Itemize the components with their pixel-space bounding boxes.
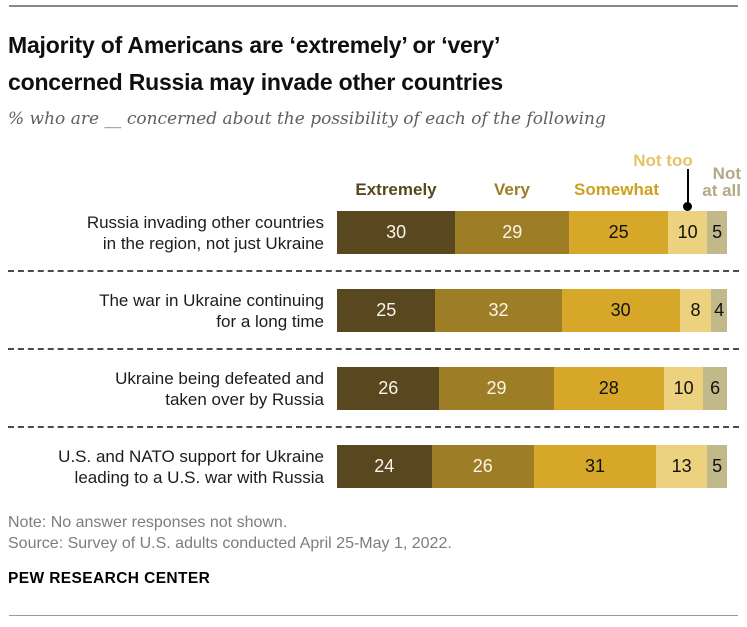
bar-segment-very: 29 — [455, 211, 570, 254]
chart-row: The war in Ukraine continuing for a long … — [8, 289, 739, 332]
chart-subtitle: % who are __ concerned about the possibi… — [8, 109, 606, 129]
bottom-rule — [9, 615, 738, 616]
stacked-bar: 26 29 28 10 6 — [337, 367, 727, 410]
legend-label-not-at-all: Not at all — [702, 164, 741, 200]
brand-text: PEW RESEARCH CENTER — [8, 570, 211, 587]
stacked-bar: 30 29 25 10 5 — [337, 211, 727, 254]
category-label-line: in the region, not just Ukraine — [102, 233, 324, 253]
bar-segment-somewhat: 28 — [553, 367, 664, 410]
bar-segment-extremely: 24 — [337, 445, 432, 488]
stacked-bar: 25 32 30 8 4 — [337, 289, 727, 332]
category-label: The war in Ukraine continuing for a long … — [8, 290, 337, 332]
chart-rows: Russia invading other countries in the re… — [8, 211, 739, 488]
category-label-line: U.S. and NATO support for Ukraine — [58, 446, 324, 466]
category-label: Ukraine being defeated and taken over by … — [8, 368, 337, 410]
top-rule — [9, 5, 738, 7]
category-label-line: taken over by Russia — [165, 389, 324, 409]
chart-footer: Note: No answer responses not shown. Sou… — [8, 512, 739, 589]
dashed-separator — [8, 270, 739, 272]
bar-segment-not-too: 8 — [679, 289, 712, 332]
bar-segment-very: 26 — [431, 445, 534, 488]
category-label-line: The war in Ukraine continuing — [99, 290, 324, 310]
chart-row: U.S. and NATO support for Ukraine leading… — [8, 445, 739, 488]
bar-segment-somewhat: 25 — [569, 211, 668, 254]
chart-row: Russia invading other countries in the re… — [8, 211, 739, 254]
bar-segment-extremely: 26 — [337, 367, 440, 410]
legend-label-somewhat: Somewhat — [573, 180, 660, 199]
note-text: Note: No answer responses not shown. — [8, 514, 288, 531]
bar-segment-very: 32 — [435, 289, 562, 332]
bar-segment-not-at-all: 6 — [703, 367, 727, 410]
bar-segment-not-too: 13 — [656, 445, 708, 488]
bar-segment-not-at-all: 5 — [707, 445, 727, 488]
dashed-separator — [8, 426, 739, 428]
legend-label-not-too: Not too — [633, 151, 693, 170]
source-text: Source: Survey of U.S. adults conducted … — [8, 535, 452, 552]
bar-segment-somewhat: 31 — [533, 445, 657, 488]
title-line-1: Majority of Americans are ‘extremely’ or… — [8, 32, 501, 58]
category-label-line: Ukraine being defeated and — [115, 368, 324, 388]
bar-segment-not-at-all: 5 — [707, 211, 727, 254]
stacked-bar-chart: Extremely Very Somewhat Not too Not at a… — [8, 130, 741, 488]
bar-segment-very: 29 — [439, 367, 554, 410]
bar-segment-not-at-all: 4 — [711, 289, 727, 332]
category-label: Russia invading other countries in the re… — [8, 212, 337, 254]
bar-segment-extremely: 25 — [337, 289, 436, 332]
category-label-line: Russia invading other countries — [86, 212, 324, 232]
not-too-pointer-dot — [683, 202, 692, 211]
bar-segment-somewhat: 30 — [561, 289, 680, 332]
category-label: U.S. and NATO support for Ukraine leading… — [8, 446, 337, 488]
title-line-2: concerned Russia may invade other countr… — [8, 69, 504, 95]
chart-row: Ukraine being defeated and taken over by … — [8, 367, 739, 410]
not-too-pointer-line — [687, 169, 689, 207]
bar-segment-not-too: 10 — [663, 367, 704, 410]
stacked-bar: 24 26 31 13 5 — [337, 445, 727, 488]
category-label-line: leading to a U.S. war with Russia — [74, 467, 324, 487]
legend-label-extremely: Extremely — [355, 180, 437, 199]
bar-segment-not-too: 10 — [667, 211, 708, 254]
page-title: Majority of Americans are ‘extremely’ or… — [8, 27, 739, 101]
chart-figure: Majority of Americans are ‘extremely’ or… — [0, 5, 747, 616]
bar-segment-extremely: 30 — [337, 211, 456, 254]
legend-label-very: Very — [494, 180, 530, 199]
category-label-line: for a long time — [216, 311, 324, 331]
dashed-separator — [8, 348, 739, 350]
